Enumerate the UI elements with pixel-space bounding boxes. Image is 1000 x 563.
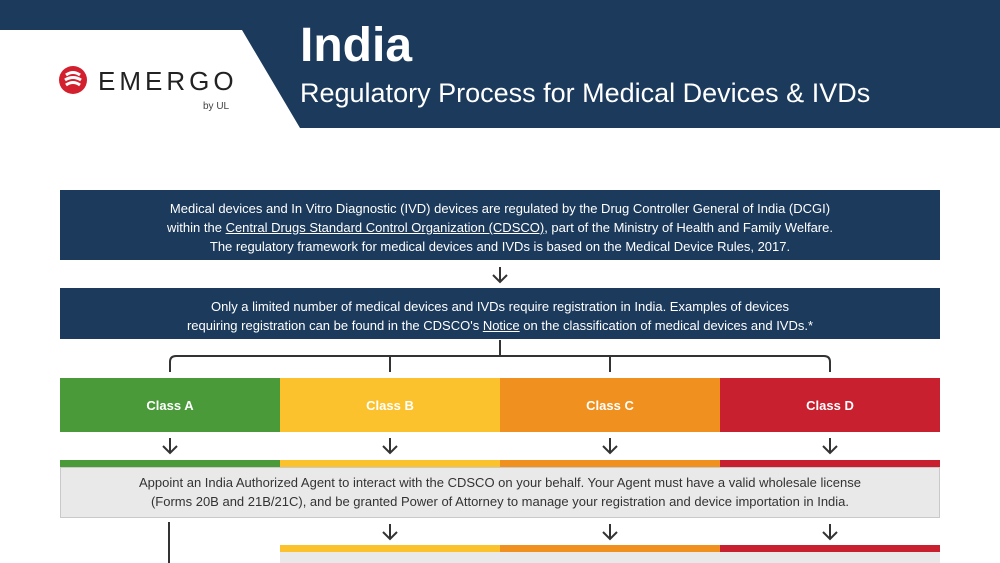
logo-text: EMERGO bbox=[98, 66, 238, 96]
down-arrow-icon bbox=[492, 267, 508, 284]
class-b-bottom-stripe bbox=[280, 545, 500, 552]
class-bracket-connector bbox=[169, 340, 831, 372]
down-arrow-icon bbox=[602, 524, 618, 541]
class-c-stripe bbox=[500, 460, 720, 467]
class-a-connector-line bbox=[168, 522, 170, 563]
regulator-info-box: Medical devices and In Vitro Diagnostic … bbox=[60, 190, 940, 260]
logo-sub: by UL bbox=[203, 101, 230, 112]
class-b-box: Class B bbox=[280, 378, 500, 432]
regulator-line-3: The regulatory framework for medical dev… bbox=[209, 239, 791, 254]
authorized-agent-box: Appoint an India Authorized Agent to int… bbox=[60, 467, 940, 518]
down-arrow-icon bbox=[602, 438, 618, 455]
class-d-box: Class D bbox=[720, 378, 940, 432]
page-subtitle: Regulatory Process for Medical Devices &… bbox=[300, 78, 871, 108]
logo-panel bbox=[0, 30, 300, 128]
down-arrow-icon bbox=[382, 438, 398, 455]
next-step-box-top bbox=[280, 552, 940, 563]
registration-line-2: requiring registration can be found in t… bbox=[60, 316, 940, 335]
emergo-logo: EMERGO by UL bbox=[58, 62, 258, 122]
regulator-line-2-post: , part of the Ministry of Health and Fam… bbox=[544, 220, 833, 235]
regulator-line-1: Medical devices and In Vitro Diagnostic … bbox=[169, 201, 831, 216]
down-arrow-icon bbox=[162, 438, 178, 455]
notice-link[interactable]: Notice bbox=[482, 318, 520, 333]
registration-info-box: Only a limited number of medical devices… bbox=[60, 288, 940, 339]
agent-line-1: Appoint an India Authorized Agent to int… bbox=[139, 475, 861, 490]
regulator-line-2-pre: within the bbox=[167, 220, 226, 235]
down-arrow-icon bbox=[822, 438, 838, 455]
class-d-label: Class D bbox=[806, 397, 854, 413]
registration-line-1: Only a limited number of medical devices… bbox=[210, 299, 790, 314]
agent-line-2: (Forms 20B and 21B/21C), and be granted … bbox=[150, 494, 850, 509]
class-c-box: Class C bbox=[500, 378, 720, 432]
down-arrow-icon bbox=[822, 524, 838, 541]
class-c-label: Class C bbox=[586, 397, 634, 413]
class-a-box: Class A bbox=[60, 378, 280, 432]
class-b-stripe bbox=[280, 460, 500, 467]
class-c-bottom-stripe bbox=[500, 545, 720, 552]
class-b-label: Class B bbox=[366, 397, 414, 413]
class-d-stripe bbox=[720, 460, 940, 467]
emergo-mark-icon bbox=[59, 66, 87, 94]
class-a-stripe bbox=[60, 460, 280, 467]
class-a-label: Class A bbox=[146, 397, 194, 413]
page-title: India bbox=[300, 19, 413, 72]
registration-line-2-pre: requiring registration can be found in t… bbox=[186, 318, 483, 333]
registration-line-2-post: on the classification of medical devices… bbox=[519, 318, 814, 333]
class-d-bottom-stripe bbox=[720, 545, 940, 552]
down-arrow-icon bbox=[382, 524, 398, 541]
cdsco-link[interactable]: Central Drugs Standard Control Organizat… bbox=[225, 220, 545, 235]
regulator-line-2: within the Central Drugs Standard Contro… bbox=[60, 218, 940, 237]
